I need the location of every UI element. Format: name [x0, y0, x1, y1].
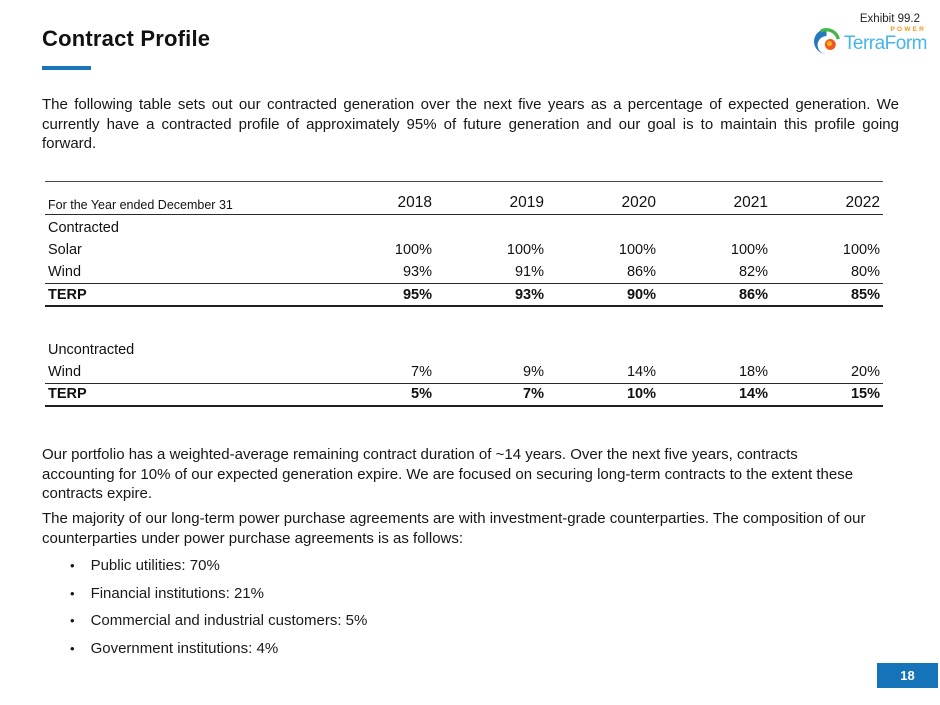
counterparty-bullet-list: Public utilities: 70% Financial institut…	[70, 556, 368, 666]
counterparties-paragraph: The majority of our long-term power purc…	[42, 510, 866, 547]
section-contracted: Contracted	[48, 220, 119, 236]
year-header-2018: 2018	[323, 181, 435, 215]
page-title: Contract Profile	[42, 26, 211, 51]
duration-paragraph: Our portfolio has a weighted-average rem…	[42, 446, 854, 502]
logo-brand-label: TerraForm	[843, 33, 928, 54]
table-row-terp-contracted: TERP 95% 93% 90% 86% 85%	[45, 283, 883, 307]
bullet-text: Financial institutions: 21%	[90, 584, 264, 602]
table-header-row: For the Year ended December 31 2018 2019…	[45, 181, 883, 215]
contract-profile-table: For the Year ended December 31 2018 2019…	[45, 181, 883, 407]
intro-paragraph: The following table sets out our contrac…	[42, 96, 899, 152]
logo-power-label: POWER	[890, 26, 926, 33]
year-header-2020: 2020	[547, 181, 659, 215]
table-row-solar: Solar 100% 100% 100% 100% 100%	[48, 241, 880, 258]
year-header-2022: 2022	[771, 181, 883, 215]
bullet-text: Commercial and industrial customers: 5%	[90, 612, 368, 629]
page-number-badge: 18	[877, 663, 938, 688]
table-row-terp-uncontracted: TERP 5% 7% 10% 14% 15%	[45, 383, 883, 407]
terraform-wordmark: POWER TerraForm	[843, 26, 928, 55]
list-item: Government institutions: 4%	[70, 639, 367, 658]
year-header-2019: 2019	[435, 181, 547, 215]
bullet-text: Government institutions: 4%	[90, 639, 279, 657]
table-spacer-row	[45, 306, 883, 337]
list-item: Financial institutions: 21%	[70, 584, 367, 603]
list-item: Commercial and industrial customers: 5%	[70, 611, 368, 630]
terraform-logo: POWER TerraForm	[813, 26, 928, 55]
table-row-wind-uncontracted: Wind 7% 9% 14% 18% 20%	[45, 360, 883, 384]
section-uncontracted: Uncontracted	[48, 342, 135, 358]
exhibit-label: Exhibit 99.2	[859, 13, 920, 25]
list-item: Public utilities: 70%	[70, 556, 367, 575]
table-row-wind-contracted: Wind 93% 91% 86% 82% 80%	[45, 261, 883, 284]
terraform-globe-icon	[813, 27, 840, 55]
title-underline	[42, 66, 91, 70]
year-header-2021: 2021	[659, 181, 771, 215]
bullet-text: Public utilities: 70%	[90, 557, 220, 574]
table-header-label: For the Year ended December 31	[45, 181, 323, 215]
